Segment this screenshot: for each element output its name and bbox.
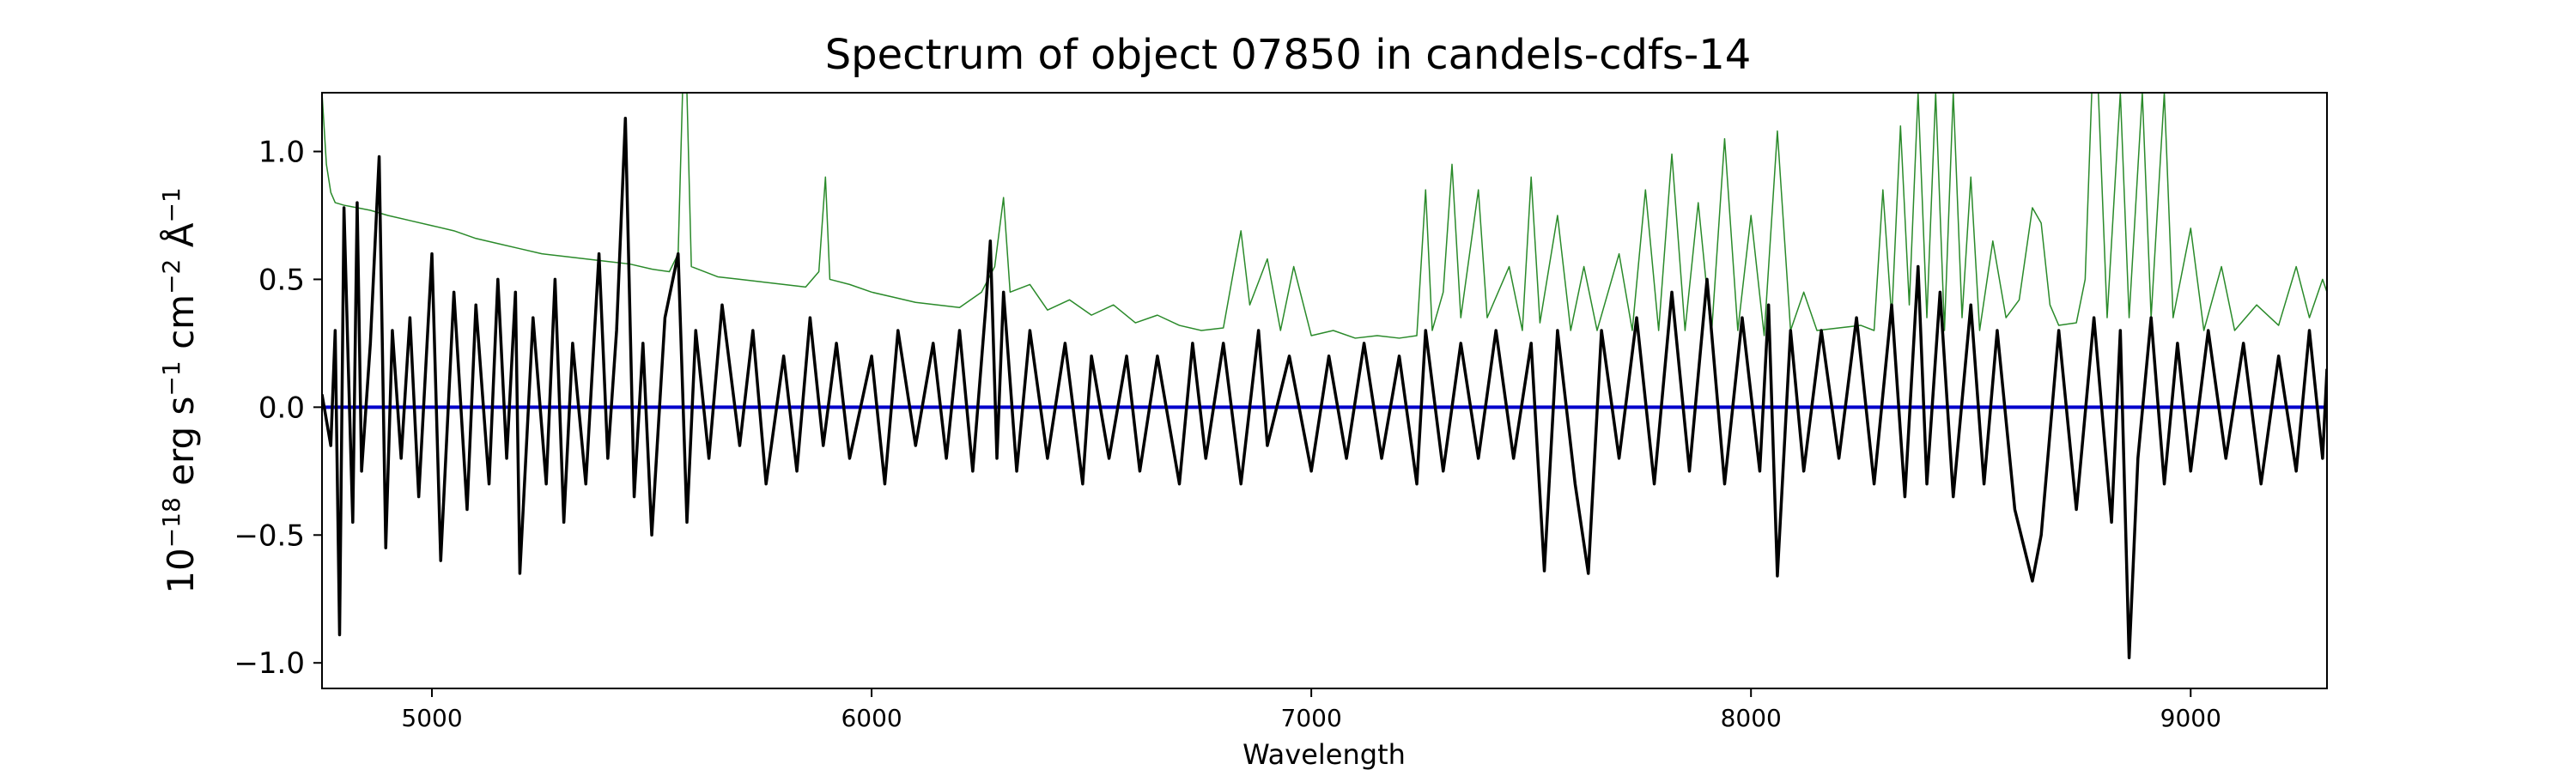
y-tick-label: 0.5 [258, 263, 305, 297]
x-tick-label: 7000 [1281, 704, 1342, 732]
y-tick-label: −1.0 [234, 646, 305, 681]
series-line-error [322, 93, 2327, 339]
y-axis-label: 10−18 erg s−1 cm−2 Å−1 [157, 187, 202, 593]
y-tick-label: 0.0 [258, 391, 305, 425]
x-tick-label: 6000 [841, 704, 902, 732]
x-tick-label: 8000 [1721, 704, 1782, 732]
y-axis-label-ang: Å [159, 222, 202, 258]
chart-title: Spectrum of object 07850 in candels-cdfs… [825, 31, 1752, 79]
x-tick-label: 5000 [401, 704, 462, 732]
y-axis-label-exp-ang: −1 [157, 187, 185, 222]
y-axis-label-exp-cm: −2 [157, 259, 185, 294]
x-axis-label: Wavelength [1242, 738, 1406, 771]
y-axis-label-exp-s: −1 [157, 361, 185, 396]
plot-area [322, 93, 2327, 660]
y-axis-label-cm: cm [160, 294, 202, 361]
y-axis-label-erg: erg s [160, 397, 202, 498]
series-line-flux [322, 117, 2327, 660]
y-tick-label: −0.5 [234, 518, 305, 553]
plot-frame [321, 92, 2328, 689]
y-tick-label: 1.0 [258, 136, 305, 170]
x-axis-ticks: 5000 6000 7000 8000 9000 [401, 688, 2221, 732]
y-axis-label-base: 10 [160, 548, 202, 593]
y-axis-label-exp-base: −18 [157, 497, 185, 548]
y-axis-ticks: −1.0 −0.5 0.0 0.5 1.0 [234, 136, 322, 681]
x-tick-label: 9000 [2160, 704, 2221, 732]
